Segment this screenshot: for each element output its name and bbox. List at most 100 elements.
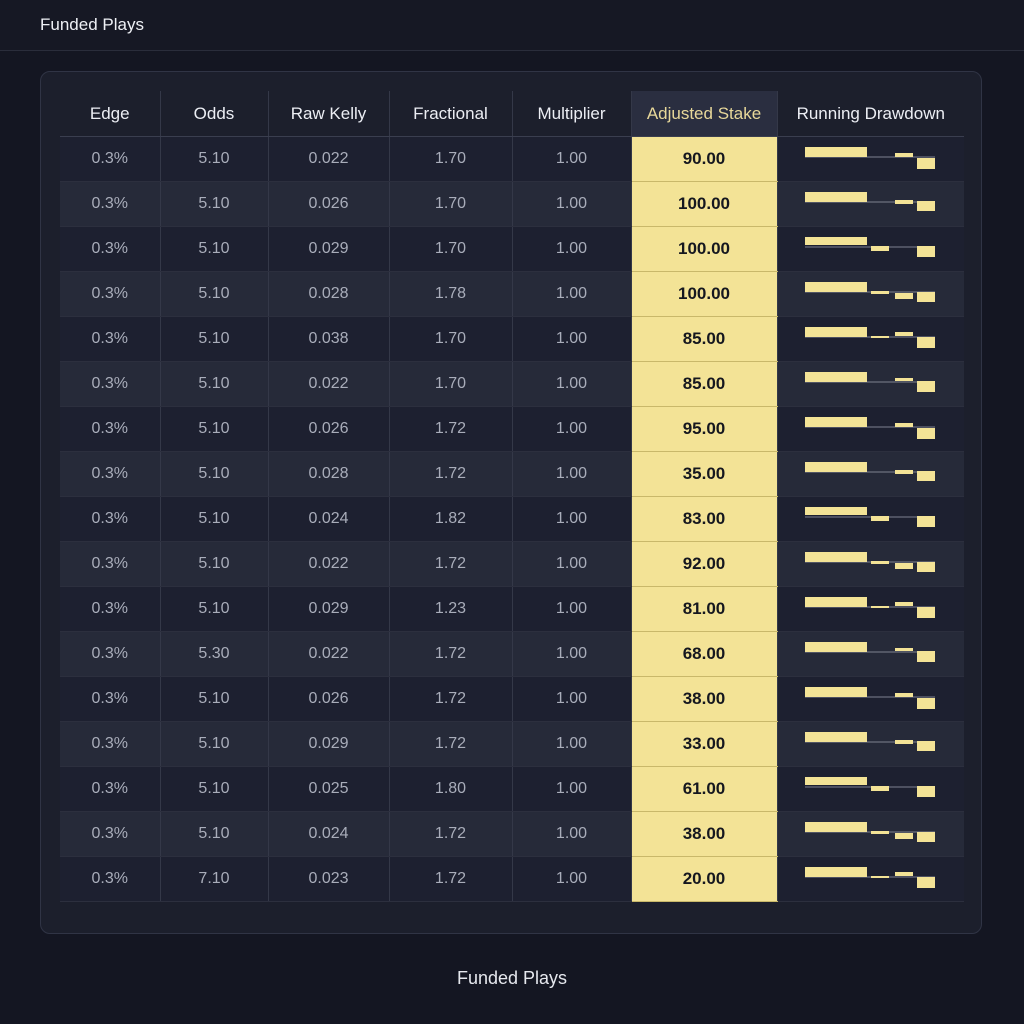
- running-drawdown-sparkline: [776, 181, 964, 227]
- sparkline-bar: [804, 282, 867, 292]
- edge-cell: 0.3%: [60, 766, 160, 812]
- column-header-fractional[interactable]: Fractional: [388, 91, 512, 137]
- fractional-cell: 1.72: [388, 631, 512, 677]
- edge-cell: 0.3%: [60, 136, 160, 182]
- multiplier-cell: 1.00: [511, 541, 631, 587]
- drawdown-sparkline-graphic: [804, 822, 935, 842]
- multiplier-cell: 1.00: [511, 271, 631, 317]
- table-row[interactable]: 0.3% 5.10 0.028 1.78 1.00 100.00: [60, 271, 964, 317]
- sparkline-bar: [804, 147, 867, 157]
- sparkline-bar: [916, 698, 935, 709]
- column-header-edge[interactable]: Edge: [60, 91, 160, 137]
- multiplier-cell: 1.00: [511, 496, 631, 542]
- sparkline-bar: [804, 372, 867, 382]
- sparkline-bar: [804, 417, 867, 427]
- odds-cell: 5.10: [159, 316, 268, 362]
- edge-cell: 0.3%: [60, 226, 160, 272]
- odds-cell: 5.10: [159, 361, 268, 407]
- running-drawdown-sparkline: [776, 541, 964, 587]
- sparkline-bar: [870, 291, 889, 294]
- odds-cell: 5.10: [159, 586, 268, 632]
- multiplier-cell: 1.00: [511, 586, 631, 632]
- sparkline-bar: [916, 786, 935, 797]
- drawdown-sparkline-graphic: [804, 777, 935, 797]
- adjusted-stake-cell: 100.00: [630, 226, 777, 272]
- table-row[interactable]: 0.3% 5.10 0.022 1.70 1.00 90.00: [60, 136, 964, 182]
- column-header-adjusted-stake[interactable]: Adjusted Stake: [630, 91, 777, 137]
- table-row[interactable]: 0.3% 7.10 0.023 1.72 1.00 20.00: [60, 856, 964, 902]
- sparkline-bar: [870, 561, 889, 564]
- multiplier-cell: 1.00: [511, 766, 631, 812]
- table-row[interactable]: 0.3% 5.30 0.022 1.72 1.00 68.00: [60, 631, 964, 677]
- table-row[interactable]: 0.3% 5.10 0.026 1.72 1.00 38.00: [60, 676, 964, 722]
- sparkline-bar: [916, 471, 935, 481]
- running-drawdown-sparkline: [776, 766, 964, 812]
- fractional-cell: 1.72: [388, 451, 512, 497]
- odds-cell: 5.10: [159, 226, 268, 272]
- raw-kelly-cell: 0.024: [267, 811, 389, 857]
- edge-cell: 0.3%: [60, 631, 160, 677]
- sparkline-bar: [870, 831, 889, 834]
- fractional-cell: 1.23: [388, 586, 512, 632]
- fractional-cell: 1.70: [388, 136, 512, 182]
- odds-cell: 5.10: [159, 496, 268, 542]
- table-row[interactable]: 0.3% 5.10 0.024 1.72 1.00 38.00: [60, 811, 964, 857]
- raw-kelly-cell: 0.024: [267, 496, 389, 542]
- drawdown-sparkline-graphic: [804, 237, 935, 257]
- column-header-raw-kelly[interactable]: Raw Kelly: [267, 91, 389, 137]
- sparkline-bar: [804, 192, 867, 202]
- edge-cell: 0.3%: [60, 451, 160, 497]
- column-header-odds[interactable]: Odds: [159, 91, 268, 137]
- sparkline-bar: [916, 877, 935, 888]
- table-row[interactable]: 0.3% 5.10 0.026 1.70 1.00 100.00: [60, 181, 964, 227]
- drawdown-sparkline-graphic: [804, 282, 935, 302]
- table-row[interactable]: 0.3% 5.10 0.028 1.72 1.00 35.00: [60, 451, 964, 497]
- table-row[interactable]: 0.3% 5.10 0.024 1.82 1.00 83.00: [60, 496, 964, 542]
- sparkline-bar: [894, 563, 913, 569]
- sparkline-bar: [804, 822, 867, 832]
- sparkline-bar: [894, 872, 913, 876]
- funded-plays-panel: Edge Odds Raw Kelly Fractional Multiplie…: [40, 71, 982, 934]
- multiplier-cell: 1.00: [511, 856, 631, 902]
- footer-caption: Funded Plays: [456, 968, 568, 988]
- adjusted-stake-cell: 85.00: [630, 316, 777, 362]
- edge-cell: 0.3%: [60, 586, 160, 632]
- sparkline-bar: [916, 201, 935, 211]
- table-row[interactable]: 0.3% 5.10 0.026 1.72 1.00 95.00: [60, 406, 964, 452]
- fractional-cell: 1.72: [388, 856, 512, 902]
- sparkline-bar: [804, 327, 867, 337]
- column-header-multiplier[interactable]: Multiplier: [511, 91, 631, 137]
- drawdown-sparkline-graphic: [804, 372, 935, 392]
- adjusted-stake-cell: 61.00: [630, 766, 777, 812]
- table-row[interactable]: 0.3% 5.10 0.029 1.23 1.00 81.00: [60, 586, 964, 632]
- table-row[interactable]: 0.3% 5.10 0.022 1.70 1.00 85.00: [60, 361, 964, 407]
- drawdown-sparkline-graphic: [804, 507, 935, 527]
- sparkline-bar: [894, 740, 913, 744]
- table-row[interactable]: 0.3% 5.10 0.022 1.72 1.00 92.00: [60, 541, 964, 587]
- odds-cell: 5.10: [159, 136, 268, 182]
- running-drawdown-sparkline: [776, 496, 964, 542]
- sparkline-bar: [916, 607, 935, 618]
- column-header-running-drawdown[interactable]: Running Drawdown: [776, 91, 964, 137]
- edge-cell: 0.3%: [60, 676, 160, 722]
- multiplier-cell: 1.00: [511, 451, 631, 497]
- adjusted-stake-cell: 83.00: [630, 496, 777, 542]
- table-row[interactable]: 0.3% 5.10 0.029 1.72 1.00 33.00: [60, 721, 964, 767]
- drawdown-sparkline-graphic: [804, 552, 935, 572]
- drawdown-sparkline-graphic: [804, 732, 935, 751]
- running-drawdown-sparkline: [776, 586, 964, 632]
- sparkline-bar: [894, 833, 913, 839]
- table-row[interactable]: 0.3% 5.10 0.029 1.70 1.00 100.00: [60, 226, 964, 272]
- sparkline-bar: [870, 786, 889, 791]
- edge-cell: 0.3%: [60, 271, 160, 317]
- fractional-cell: 1.72: [388, 721, 512, 767]
- table-row[interactable]: 0.3% 5.10 0.038 1.70 1.00 85.00: [60, 316, 964, 362]
- table-row[interactable]: 0.3% 5.10 0.025 1.80 1.00 61.00: [60, 766, 964, 812]
- running-drawdown-sparkline: [776, 271, 964, 317]
- running-drawdown-sparkline: [776, 406, 964, 452]
- drawdown-sparkline-graphic: [804, 147, 935, 169]
- sparkline-bar: [804, 552, 867, 562]
- raw-kelly-cell: 0.026: [267, 406, 389, 452]
- fractional-cell: 1.70: [388, 226, 512, 272]
- raw-kelly-cell: 0.022: [267, 631, 389, 677]
